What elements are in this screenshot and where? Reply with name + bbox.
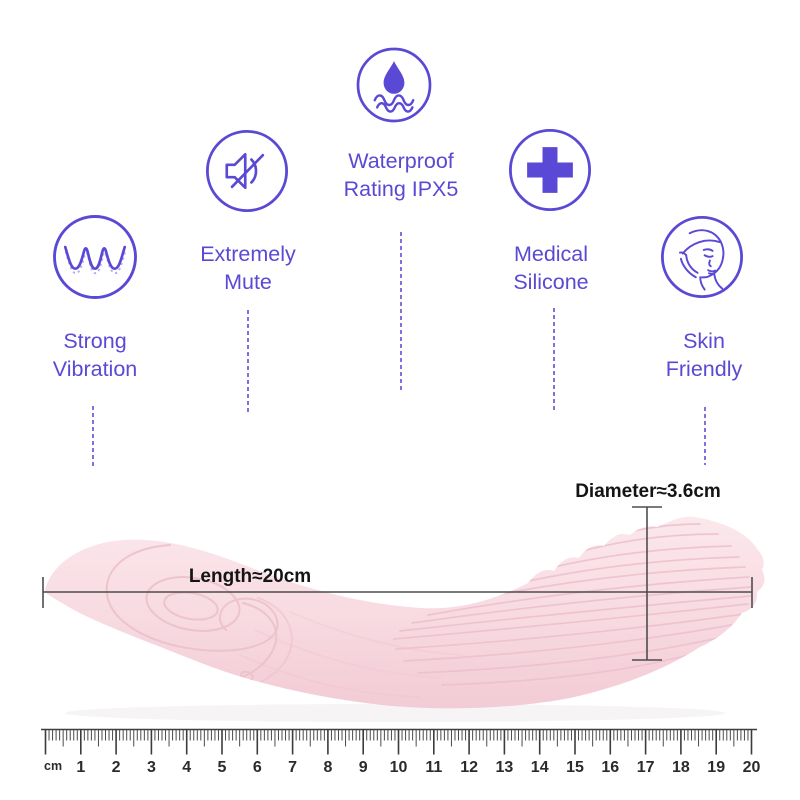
ruler-number: 7 xyxy=(288,759,297,776)
ruler-number: 20 xyxy=(743,759,761,776)
ruler-number: 8 xyxy=(323,759,332,776)
length-label: Length≈20cm xyxy=(188,566,312,587)
ruler-number: 2 xyxy=(112,759,121,776)
ruler-number: 6 xyxy=(253,759,262,776)
connector-line-mute xyxy=(247,310,249,413)
feature-label-line: Vibration xyxy=(52,357,138,381)
medical-cross-icon xyxy=(506,126,594,214)
connector-line-medical xyxy=(553,308,555,413)
muted-speaker-icon xyxy=(203,127,291,215)
ruler-number: 5 xyxy=(218,759,227,776)
feature-label-waterproof: Waterproof Rating IPX5 xyxy=(291,147,511,203)
connector-line-skin xyxy=(704,407,706,465)
feature-label-strong-vibration: Strong Vibration xyxy=(0,327,205,383)
feature-label-line: Medical xyxy=(513,242,589,266)
feature-label-line: Extremely xyxy=(200,242,296,266)
feature-label-line: Strong xyxy=(63,329,127,353)
water-drop-waves-icon xyxy=(354,45,434,125)
diameter-measure-line xyxy=(632,506,662,661)
ruler-number: 18 xyxy=(672,759,690,776)
connector-line-vibration xyxy=(92,406,94,469)
ruler-number: 9 xyxy=(359,759,368,776)
feature-label-line: Skin xyxy=(683,329,725,353)
feature-label-line: Friendly xyxy=(665,357,743,381)
feature-label-line: Waterproof xyxy=(348,149,454,173)
feature-label-extremely-mute: Extremely Mute xyxy=(138,240,358,296)
feature-label-line: Silicone xyxy=(513,270,589,294)
ruler-number: 19 xyxy=(707,759,725,776)
feature-label-skin-friendly: Skin Friendly xyxy=(594,327,800,383)
product-shadow xyxy=(65,704,725,722)
ruler-number: 12 xyxy=(460,759,478,776)
vibration-wave-icon xyxy=(50,212,140,302)
ruler-number: 1 xyxy=(76,759,85,776)
diameter-label: Diameter≈3.6cm xyxy=(575,481,721,502)
face-profile-icon xyxy=(658,213,746,301)
feature-label-medical-silicone: Medical Silicone xyxy=(441,240,661,296)
ruler-number: 4 xyxy=(182,759,191,776)
connector-line-waterproof xyxy=(400,232,402,392)
ruler-number: 13 xyxy=(496,759,514,776)
ruler-number: 15 xyxy=(566,759,584,776)
product-ridges xyxy=(239,523,752,698)
ruler-unit-label: cm xyxy=(44,759,62,773)
ruler-number: 14 xyxy=(531,759,549,776)
ruler: 1 2 3 4 5 6 7 8 9 10 11 12 13 14 15 16 17 18 19 20cm xyxy=(41,728,761,776)
ruler-number: 11 xyxy=(425,759,442,776)
ruler-number: 3 xyxy=(147,759,156,776)
ruler-number: 17 xyxy=(637,759,655,776)
ruler-number: 16 xyxy=(601,759,619,776)
feature-label-line: Rating IPX5 xyxy=(343,177,459,201)
feature-label-line: Mute xyxy=(224,270,272,294)
ruler-number: 10 xyxy=(390,759,408,776)
length-measure-line xyxy=(42,577,753,608)
